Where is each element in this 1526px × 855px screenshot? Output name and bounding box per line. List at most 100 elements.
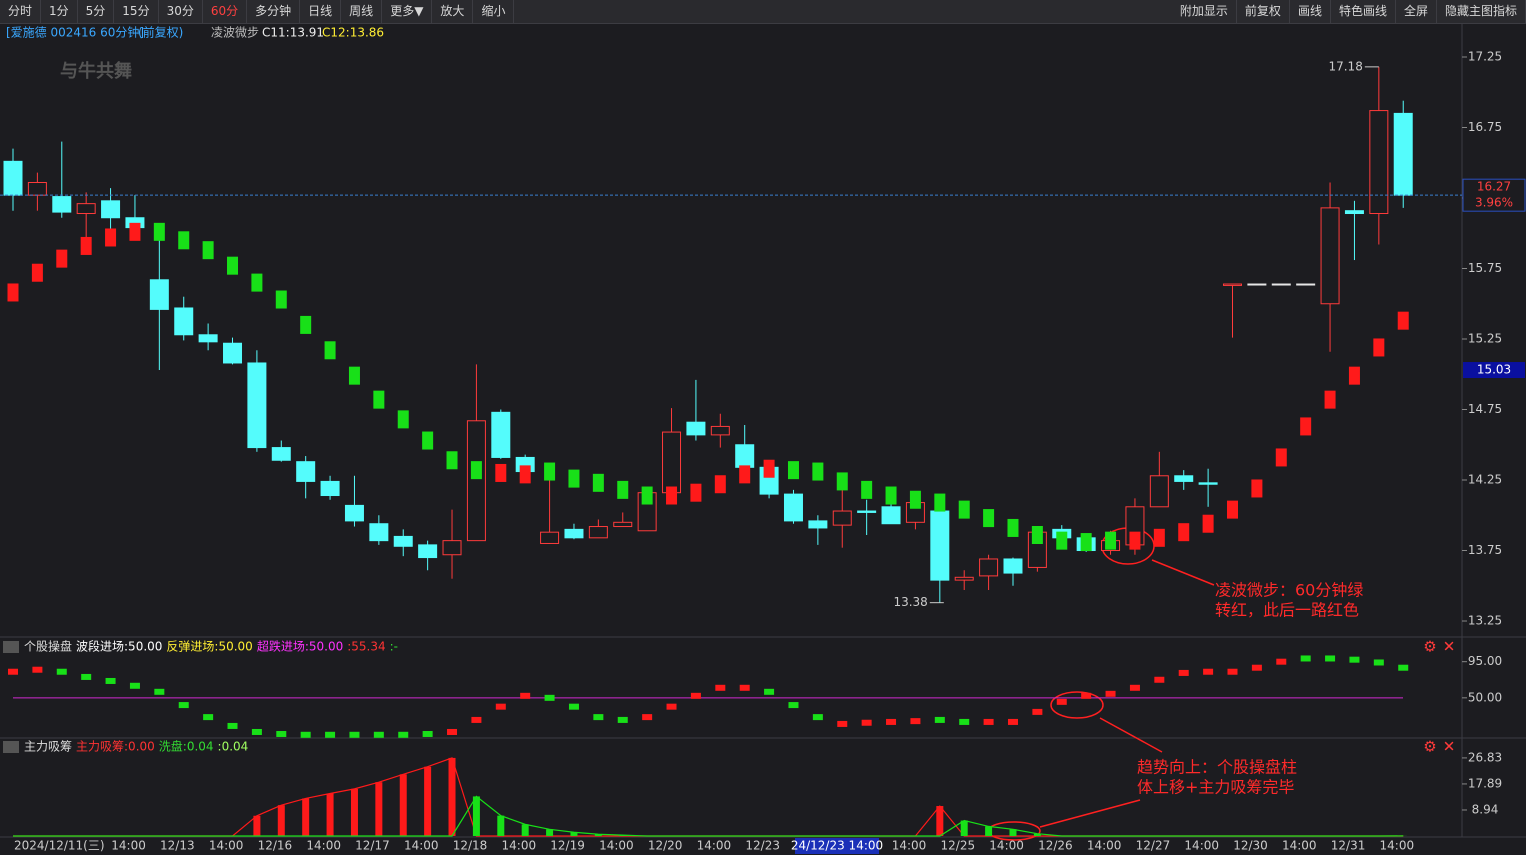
toolbar-button[interactable]: 5分 — [78, 0, 115, 23]
high-label: 17.18 — [1328, 59, 1362, 73]
candle-body — [52, 196, 72, 213]
callout-line — [1151, 559, 1215, 586]
x-tick-label: 12/27 — [1136, 839, 1171, 853]
toolbar-button[interactable]: 缩小 — [473, 0, 515, 23]
signal-dot — [642, 714, 653, 721]
signal-dot — [154, 688, 165, 695]
x-tick-label: 12/31 — [1331, 839, 1366, 853]
signal-dot — [81, 673, 92, 680]
toolbar-button[interactable]: 分时 — [0, 0, 42, 23]
candle-body — [686, 421, 706, 436]
overlay-dot — [7, 283, 19, 302]
overlay-dot — [666, 486, 678, 505]
candle-body — [3, 160, 23, 196]
overlay-dot — [1275, 448, 1287, 467]
toolbar-button[interactable]: 60分 — [203, 0, 248, 23]
candle-body — [1296, 283, 1316, 286]
x-tick-label: 14:00 — [1087, 839, 1122, 853]
signal-dot — [1227, 668, 1238, 675]
signal-dot — [8, 668, 18, 675]
overlay-dot — [909, 490, 921, 509]
signal-dot — [1129, 684, 1140, 691]
candle-body — [491, 411, 511, 458]
toolbar-button[interactable]: 隐藏主图指标 — [1437, 0, 1526, 23]
signal-dot — [1373, 659, 1384, 666]
candle-body — [27, 181, 47, 196]
toolbar-button[interactable]: 附加显示 — [1172, 0, 1237, 23]
overlay-dot — [1300, 417, 1312, 436]
toolbar-button[interactable]: 画线 — [1290, 0, 1331, 23]
candle-body — [662, 431, 682, 494]
toolbar-button[interactable]: 周线 — [341, 0, 383, 23]
signal-dot — [1081, 692, 1092, 699]
signal-dot — [934, 716, 945, 723]
signal-dot — [1398, 664, 1409, 671]
signal-dot — [1105, 690, 1116, 697]
candle-body — [857, 510, 877, 513]
signal-dot — [1251, 664, 1262, 671]
toolbar-button[interactable]: 多分钟 — [247, 0, 301, 23]
x-tick-label: 14:00 — [502, 839, 537, 853]
overlay-dot — [1080, 533, 1092, 552]
overlay-dot — [1178, 523, 1190, 542]
overlay-dot — [617, 480, 629, 499]
overlay-dot — [1373, 338, 1385, 357]
price-tag — [1462, 178, 1526, 212]
overlay-dot — [178, 231, 190, 250]
y-tick-label: 17.25 — [1468, 49, 1502, 63]
note: 体上移+主力吸筹完毕 — [1137, 778, 1294, 797]
signal-dot — [666, 703, 677, 710]
toolbar-button[interactable]: 更多▼ — [382, 0, 433, 23]
signal-dot — [715, 684, 726, 691]
legend-label: 主力吸筹 — [24, 740, 72, 754]
toolbar-button[interactable]: 1分 — [41, 0, 78, 23]
overlay-dot — [1202, 514, 1214, 533]
x-tick-label: 12/20 — [648, 839, 683, 853]
overlay-dot — [519, 465, 531, 484]
toolbar-button[interactable]: 30分 — [159, 0, 203, 23]
overlay-dot — [763, 459, 775, 478]
bar — [277, 805, 285, 836]
overlay-dot — [422, 431, 434, 450]
legend-label: 波段进场:50.00 — [76, 639, 162, 654]
annotations — [987, 527, 1215, 841]
signal-dot — [398, 731, 409, 738]
toolbar-button[interactable]: 前复权 — [1237, 0, 1290, 23]
toolbar-right: 附加显示 前复权 画线 特色画线 全屏 隐藏主图指标 — [1172, 0, 1526, 23]
candle-body — [1174, 475, 1194, 482]
toolbar-button[interactable]: 日线 — [300, 0, 342, 23]
candle-body — [1320, 207, 1340, 305]
overlay-dot — [227, 256, 239, 275]
last-price-label: 16.27 — [1477, 180, 1511, 194]
overlay-dot — [1227, 500, 1238, 519]
bar — [399, 774, 407, 836]
toolbar-button[interactable]: 放大 — [432, 0, 474, 23]
overlay-dot — [129, 222, 141, 241]
toolbar-button[interactable]: 全屏 — [1396, 0, 1437, 23]
toolbar-button[interactable]: 15分 — [114, 0, 159, 23]
bar — [326, 793, 334, 836]
signal-dot — [1032, 708, 1043, 715]
x-tick-label: 12/18 — [453, 839, 488, 853]
x-tick-label: 12/23 — [745, 839, 780, 853]
signal-dot — [227, 722, 238, 729]
y-tick-label: 13.25 — [1468, 614, 1502, 628]
bar — [936, 806, 944, 836]
overlay-dot — [80, 236, 92, 255]
overlay-dot — [836, 472, 848, 491]
candle-body — [344, 504, 364, 522]
candle-body — [198, 334, 218, 343]
overlay-dot — [470, 461, 482, 480]
toolbar-button[interactable]: 特色画线 — [1331, 0, 1396, 23]
candle-body — [930, 510, 950, 581]
signal-dot — [1007, 718, 1018, 725]
x-tick-label: 14:00 — [404, 839, 439, 853]
x-tick-label: 14:00 — [111, 839, 146, 853]
bar — [448, 757, 456, 836]
y-tick-label: 17.89 — [1468, 776, 1502, 790]
adjust-label: (前复权) — [138, 25, 183, 40]
signal-dot — [520, 692, 531, 699]
bar — [960, 820, 968, 836]
toolbar: 分时 1分 5分 15分 30分 60分 多分钟 日线 周线 更多▼ 放大 缩小 附加显示 前复权 画线 特色… — [0, 0, 1526, 24]
